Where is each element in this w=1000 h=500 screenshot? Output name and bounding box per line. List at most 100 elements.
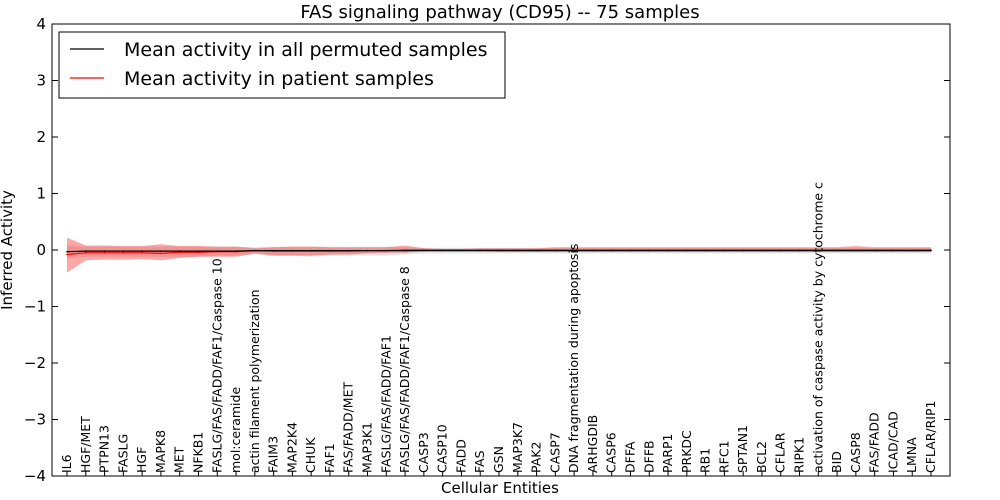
point-series-0-41 [836, 249, 838, 252]
point-series-0-30 [629, 249, 632, 252]
x-tick-label-44: ICAD/CAD [885, 411, 900, 473]
point-series-0-43 [873, 249, 876, 252]
point-series-0-8 [216, 250, 219, 252]
x-tick-label-34: RB1 [698, 448, 713, 473]
x-tick-label-36: SPTAN1 [735, 425, 750, 473]
point-series-0-34 [704, 249, 707, 252]
point-series-0-18 [404, 249, 406, 252]
x-tick-label-10: actin filament polymerization [247, 289, 262, 473]
y-tick-label-8: 4 [36, 15, 46, 33]
point-series-0-17 [385, 249, 388, 252]
x-tick-label-35: RFC1 [716, 440, 731, 473]
point-series-0-24 [517, 249, 519, 252]
point-series-0-26 [554, 249, 557, 252]
x-tick-label-6: MET [172, 446, 187, 473]
point-series-0-1 [85, 250, 87, 252]
x-axis-label: Cellular Entities [441, 479, 559, 497]
x-tick-label-43: FAS/FADD [867, 412, 882, 473]
point-series-0-38 [779, 249, 782, 252]
point-series-0-22 [479, 249, 482, 252]
y-tick-label-6: 2 [36, 128, 46, 146]
point-series-0-11 [272, 249, 275, 252]
point-series-0-25 [535, 249, 538, 252]
x-tick-label-33: PRKDC [679, 430, 694, 473]
point-series-0-42 [855, 249, 857, 252]
band-series-0 [67, 245, 931, 259]
series-lines [66, 249, 932, 256]
x-tick-label-40: activation of caspase activity by cytoch… [810, 182, 825, 473]
x-tick-label-1: HGF/MET [78, 416, 93, 473]
point-series-0-0 [66, 250, 68, 253]
point-series-0-21 [460, 249, 463, 252]
point-series-0-39 [798, 249, 801, 252]
x-tick-label-28: ARHGDIB [585, 415, 600, 473]
x-tick-label-9: mol:ceramide [228, 387, 243, 473]
x-tick-label-29: CASP6 [604, 432, 619, 473]
point-series-0-40 [817, 249, 820, 252]
x-tick-label-26: CASP7 [547, 432, 562, 473]
legend-entry-patient: Mean activity in patient samples [124, 68, 434, 90]
point-series-0-10 [254, 249, 256, 252]
point-series-0-13 [310, 249, 313, 252]
x-tick-label-5: MAPK8 [153, 430, 168, 473]
point-series-0-15 [347, 249, 350, 252]
x-tick-label-37: BCL2 [754, 441, 769, 473]
point-series-1-2 [103, 252, 106, 254]
x-tick-label-7: NFKB1 [191, 432, 206, 473]
point-series-0-6 [178, 250, 181, 252]
x-tick-label-31: DFFB [641, 440, 656, 473]
point-series-0-7 [197, 250, 200, 252]
x-tick-label-41: BID [829, 451, 844, 473]
x-tick-label-23: GSN [491, 446, 506, 473]
x-tick-label-25: PAK2 [529, 442, 544, 473]
x-tick-label-11: FAIM3 [266, 436, 281, 473]
point-series-0-5 [160, 250, 162, 252]
chart-title: FAS signaling pathway (CD95) -- 75 sampl… [300, 2, 699, 23]
point-series-0-46 [930, 249, 932, 252]
y-tick-label-0: −4 [24, 467, 46, 485]
point-series-0-29 [610, 249, 613, 252]
x-tick-label-15: FAS/FADD/MET [341, 382, 356, 473]
y-tick-label-5: 1 [36, 185, 46, 203]
point-series-0-12 [291, 249, 294, 252]
y-ticks: −4 −3 −2 −1 0 1 2 3 4 [24, 15, 950, 485]
y-tick-label-3: −1 [24, 298, 46, 316]
x-tick-label-4: HGF [134, 447, 149, 473]
point-series-0-4 [141, 250, 143, 252]
x-tick-label-22: FAS [472, 450, 487, 473]
y-tick-label-7: 3 [36, 72, 46, 90]
x-tick-label-2: PTPN13 [97, 425, 112, 473]
x-tick-label-38: CFLAR [773, 432, 788, 473]
point-series-0-9 [235, 250, 237, 252]
point-series-0-35 [723, 249, 726, 252]
legend-box [58, 31, 506, 99]
y-tick-label-2: −2 [24, 354, 46, 372]
x-tick-label-27: DNA fragmentation during apoptosis [566, 244, 581, 473]
x-tick-label-12: MAP2K4 [284, 422, 299, 473]
y-tick-label-1: −3 [24, 411, 46, 429]
x-tick-label-32: PARP1 [660, 434, 675, 473]
x-tick-label-39: RIPK1 [792, 437, 807, 473]
point-series-0-31 [648, 249, 651, 252]
point-series-1-5 [160, 252, 162, 255]
band-series-1 [67, 237, 931, 273]
point-series-0-19 [423, 249, 425, 252]
x-tick-label-19: CASP3 [416, 432, 431, 473]
point-series-0-3 [122, 250, 125, 252]
point-series-0-23 [498, 249, 500, 252]
x-tick-label-42: CASP8 [848, 432, 863, 473]
point-series-1-1 [85, 252, 87, 254]
legend: Mean activity in all permuted samples Me… [58, 31, 506, 99]
x-tick-labels: IL6 HGF/MET PTPN13 FASLG HGF MAPK8 MET NFKB1 FAS… [59, 182, 938, 476]
x-tick-label-16: MAP3K1 [360, 422, 375, 473]
point-series-1-6 [178, 251, 181, 254]
point-series-1-7 [197, 251, 200, 254]
x-tick-label-45: LMNA [904, 437, 919, 473]
point-series-0-14 [329, 249, 331, 252]
point-series-0-2 [103, 250, 106, 252]
x-tick-label-8: FASLG/FAS/FADD/FAF1/Caspase 10 [209, 258, 224, 473]
point-series-1-4 [141, 252, 143, 254]
x-tick-label-3: FASLG [115, 434, 130, 473]
x-tick-label-13: CHUK [303, 437, 318, 473]
